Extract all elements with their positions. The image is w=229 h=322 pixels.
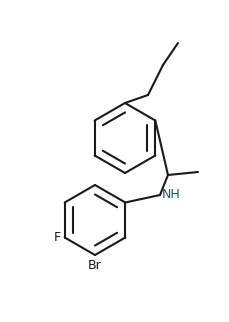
Text: NH: NH xyxy=(161,188,180,202)
Text: Br: Br xyxy=(88,259,101,272)
Text: F: F xyxy=(53,231,60,244)
